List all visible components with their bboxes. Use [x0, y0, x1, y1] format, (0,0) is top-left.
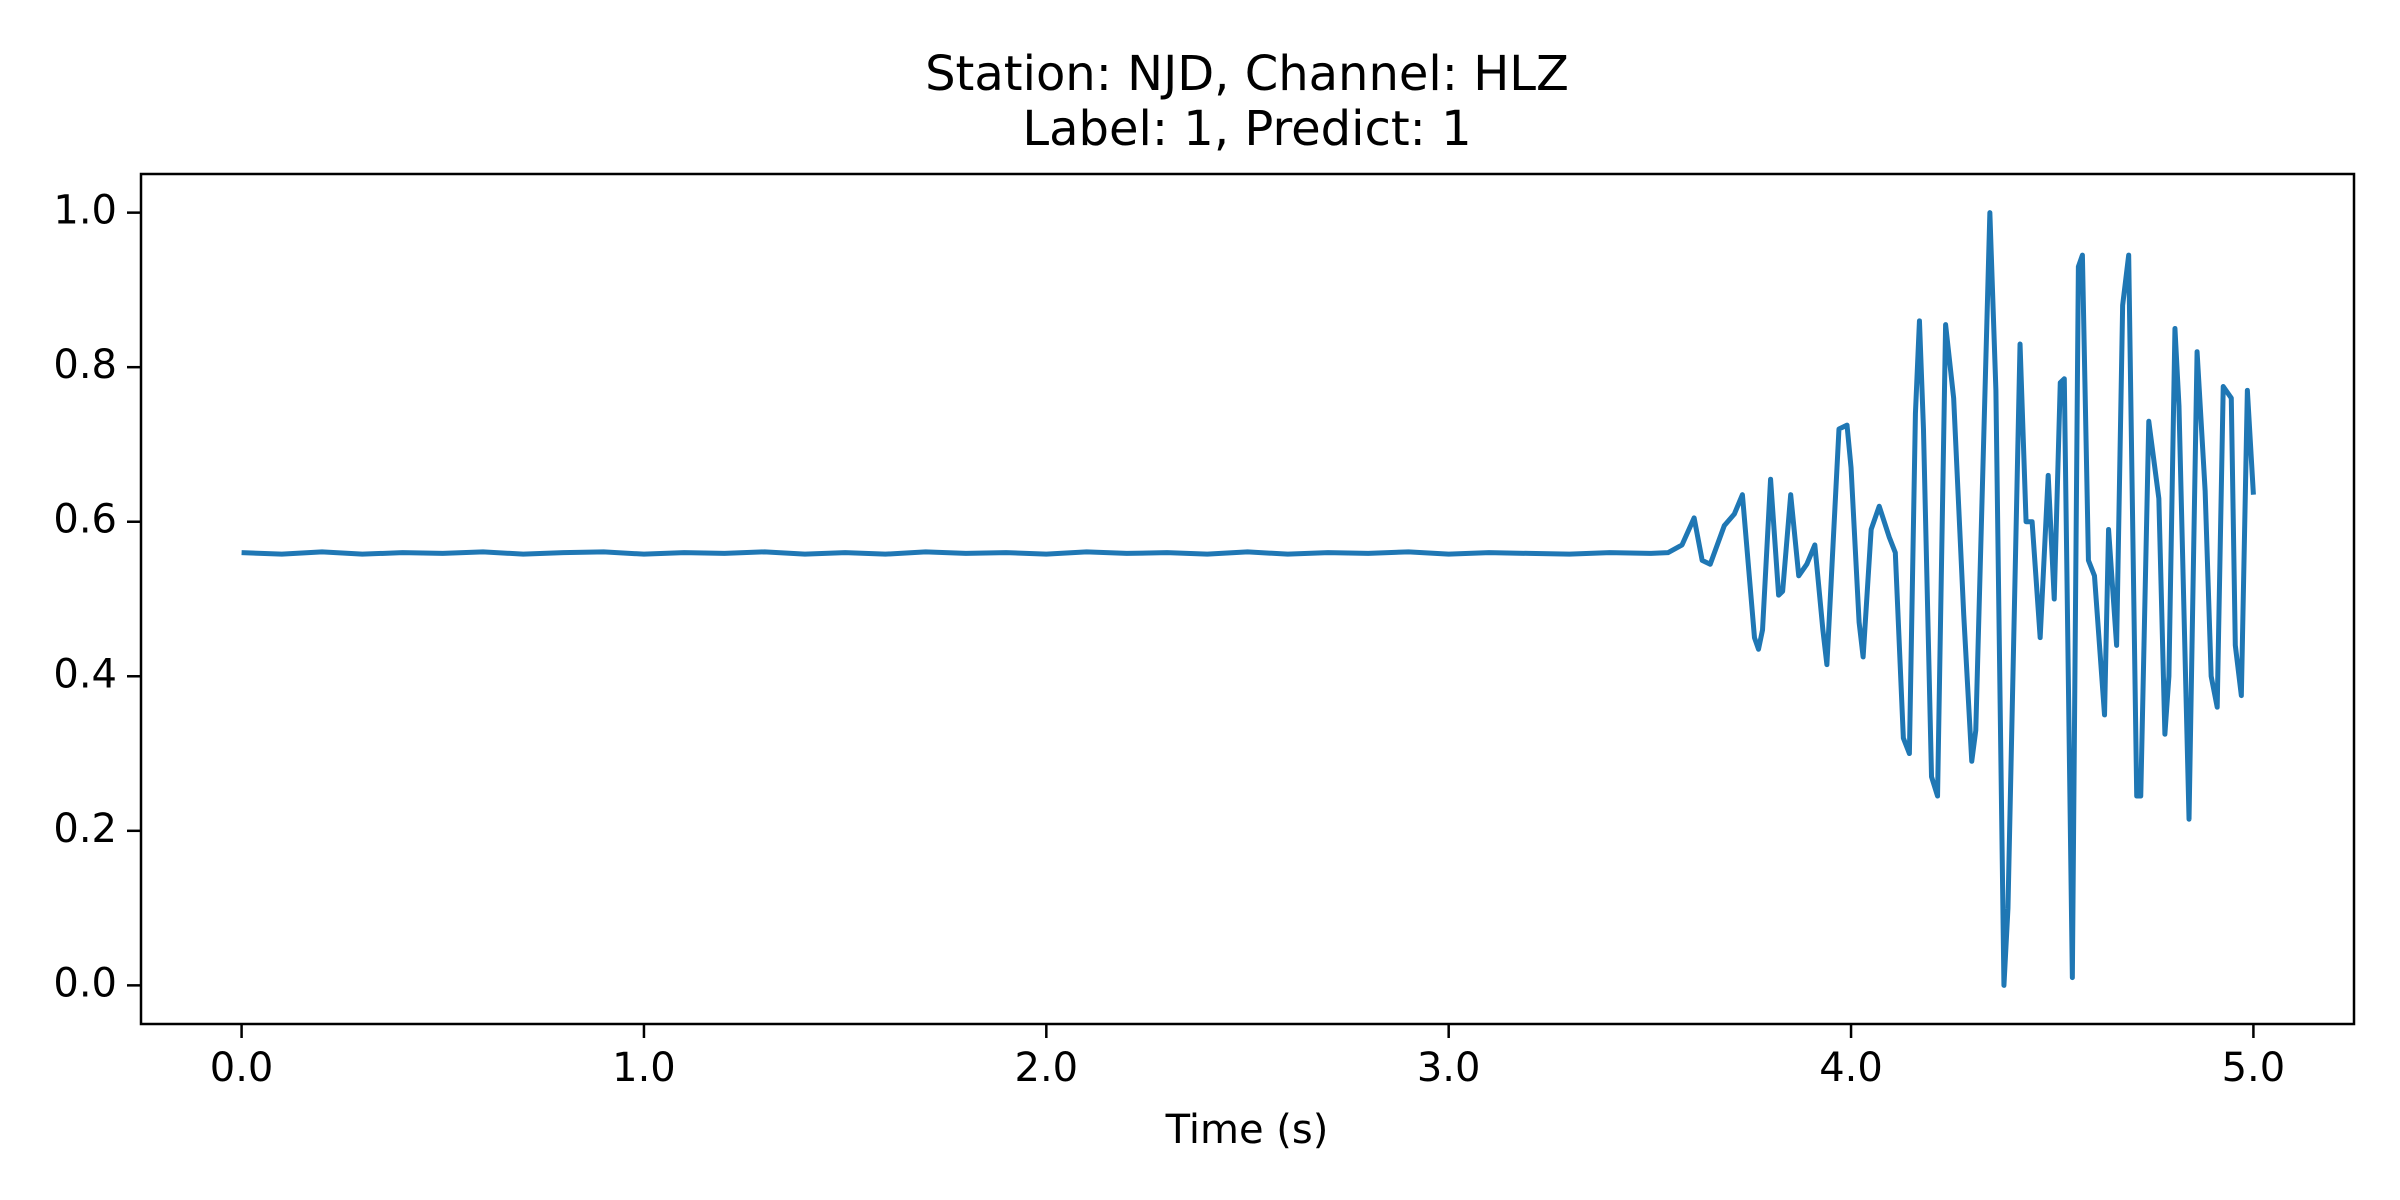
data-line [241, 210, 2256, 988]
x-tick-label: 4.0 [1819, 1045, 1883, 1091]
plot-area [241, 210, 2256, 988]
x-tick-label: 2.0 [1015, 1045, 1079, 1091]
y-tick-label: 1.0 [53, 188, 117, 234]
x-tick-label: 5.0 [2222, 1045, 2286, 1091]
y-tick-label: 0.0 [53, 960, 117, 1006]
y-tick-label: 0.4 [53, 651, 117, 697]
y-tick-label: 0.8 [53, 342, 117, 388]
y-tick-label: 0.2 [53, 806, 117, 852]
chart-title: Station: NJD, Channel: HLZ [925, 46, 1569, 102]
chart-subtitle: Label: 1, Predict: 1 [1022, 101, 1471, 157]
x-tick-label: 3.0 [1417, 1045, 1481, 1091]
x-axis-label: Time (s) [1165, 1107, 1329, 1153]
axes-frame [139, 172, 2356, 1026]
y-tick-label: 0.6 [53, 497, 117, 543]
x-tick-label: 0.0 [210, 1045, 274, 1091]
x-tick-label: 1.0 [612, 1045, 676, 1091]
